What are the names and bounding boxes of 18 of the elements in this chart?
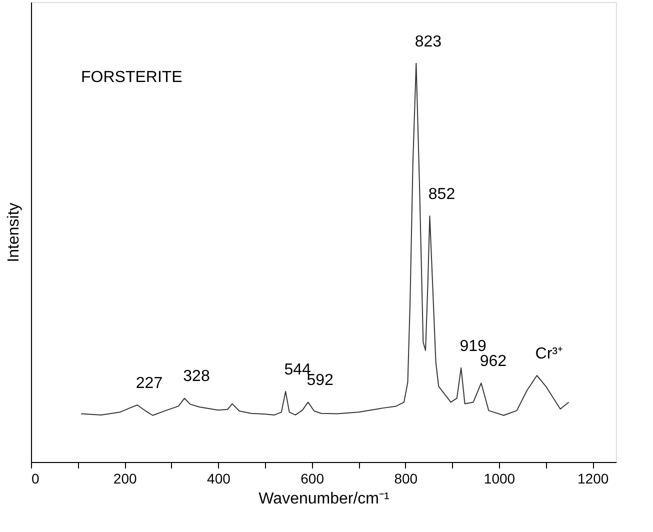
x-tick-label: 1000 [484, 470, 516, 486]
annotation: 592 [306, 372, 334, 390]
annotation: 962 [480, 353, 507, 370]
y-axis-title: Intensity [6, 202, 22, 262]
annotation: 919 [460, 338, 487, 355]
annotation: Cr³⁺ [535, 346, 563, 362]
x-tick-label: 1200 [578, 470, 609, 486]
x-tick-label: 800 [394, 470, 418, 486]
annotation: 823 [414, 33, 442, 50]
x-axis-title: Wavenumber/cm⁻¹ [258, 490, 390, 508]
annotation: 227 [136, 375, 163, 392]
x-tick-label: 0 [32, 470, 40, 486]
annotation: 328 [183, 368, 210, 386]
x-tick-label: 600 [300, 470, 324, 486]
annotation: FORSTERITE [81, 69, 182, 86]
annotation: 852 [428, 186, 456, 204]
x-tick-label: 400 [207, 470, 231, 486]
x-tick-label: 200 [113, 470, 137, 486]
